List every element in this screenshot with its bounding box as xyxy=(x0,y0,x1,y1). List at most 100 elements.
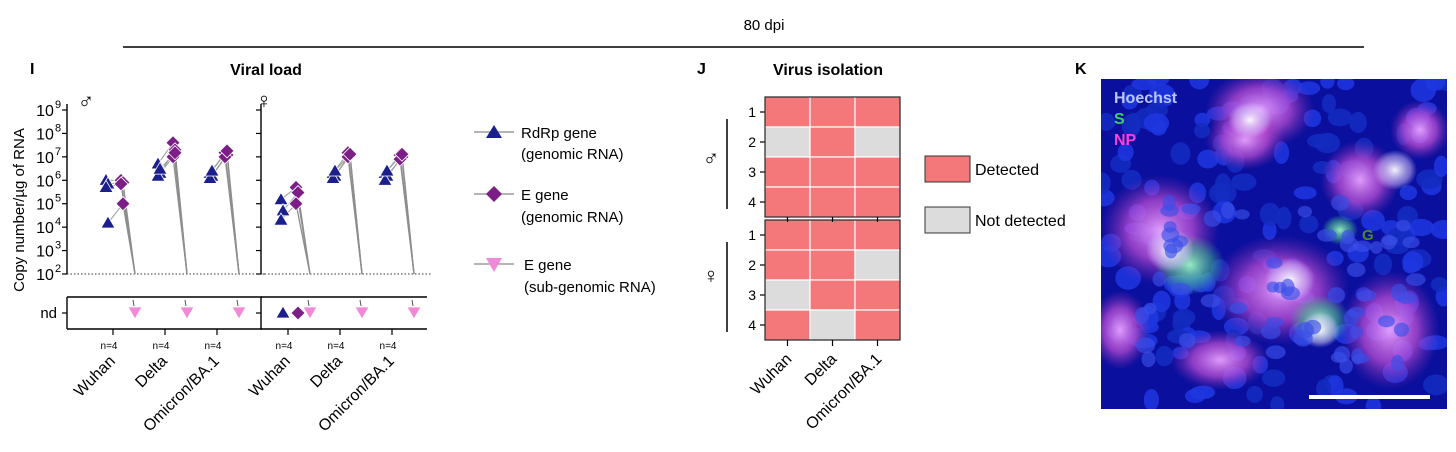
microscopy-signal xyxy=(1101,79,1447,409)
cell-detected xyxy=(764,96,811,128)
cell-not-detected xyxy=(764,279,811,311)
row-number: 1 xyxy=(748,227,756,243)
cell-detected xyxy=(854,156,901,188)
legend-egene: E gene (genomic RNA) xyxy=(474,186,624,226)
sgrna-point xyxy=(179,306,195,320)
break-tick xyxy=(184,299,187,307)
row-number: 1 xyxy=(748,104,756,120)
y-tick-exponent: 2 xyxy=(55,263,61,275)
nucleus xyxy=(1402,236,1420,249)
nucleus xyxy=(1304,319,1322,335)
rdrp-point xyxy=(273,212,289,226)
timepoint-label: 80 dpi xyxy=(744,17,785,34)
nucleus xyxy=(1349,111,1367,134)
nucleus xyxy=(1341,229,1355,245)
viral-load-title: Viral load xyxy=(230,62,302,79)
nucleus xyxy=(1391,354,1404,371)
sgrna-point xyxy=(231,306,247,320)
np-signal xyxy=(1101,290,1150,370)
nucleus xyxy=(1347,306,1366,318)
cell-detected xyxy=(809,96,856,128)
cell-detected xyxy=(809,219,856,251)
nucleus xyxy=(1261,369,1286,387)
nucleus xyxy=(1339,358,1353,374)
nucleus xyxy=(1307,133,1335,149)
channel-s-label: S xyxy=(1114,111,1125,128)
nucleus xyxy=(1135,337,1156,354)
nucleus xyxy=(1164,243,1178,259)
nucleus xyxy=(1321,94,1336,114)
nucleus xyxy=(1327,108,1353,127)
legend-rdrp-line1: RdRp gene xyxy=(521,125,597,142)
nucleus xyxy=(1365,397,1382,409)
nucleus xyxy=(1320,79,1335,89)
legend-egene-line1: E gene xyxy=(521,187,569,204)
nucleus xyxy=(1265,345,1286,360)
nucleus xyxy=(1184,388,1206,404)
sgrna-point xyxy=(406,306,422,320)
rdrp-point xyxy=(275,305,291,319)
row-number: 4 xyxy=(748,317,756,333)
nucleus xyxy=(1396,219,1411,232)
cell-detected xyxy=(764,186,811,218)
y-tick-exponent: 3 xyxy=(55,240,61,252)
nucleus xyxy=(1221,201,1235,219)
y-tick-label: 10 xyxy=(36,220,54,237)
legend-not-detected-swatch xyxy=(924,206,971,234)
cell-detected xyxy=(854,279,901,311)
y-tick-label: 10 xyxy=(36,126,54,143)
rdrp-point xyxy=(377,172,393,186)
nucleus xyxy=(1336,79,1355,91)
nucleus xyxy=(1433,155,1447,178)
n-label: n=4 xyxy=(205,341,222,352)
legend-detected-label: Detected xyxy=(975,162,1039,179)
nucleus xyxy=(1293,186,1317,200)
nucleus xyxy=(1370,241,1383,254)
rdrp-point xyxy=(202,170,218,184)
nucleus xyxy=(1399,185,1418,201)
category-label: Wuhan xyxy=(71,353,119,401)
nucleus xyxy=(1316,379,1332,399)
egene-point xyxy=(219,143,235,159)
legend-sgrna-line1: E gene xyxy=(524,257,572,274)
nucleus xyxy=(1349,325,1364,339)
cell-not-detected xyxy=(809,309,856,341)
nucleus xyxy=(1148,83,1176,108)
break-tick xyxy=(132,299,135,307)
legend-sgrna: E gene (sub-genomic RNA) xyxy=(474,257,656,296)
n-label: n=4 xyxy=(101,341,118,352)
y-tick-label: 10 xyxy=(36,173,54,190)
cell-not-detected xyxy=(854,126,901,158)
sex-symbol: ♂ xyxy=(78,88,95,113)
nucleus xyxy=(1270,396,1285,409)
category-label: Wuhan xyxy=(748,351,796,399)
nucleus xyxy=(1178,332,1196,349)
decay-line xyxy=(174,152,188,275)
nucleus xyxy=(1143,302,1157,315)
egene-point xyxy=(288,196,304,212)
nucleus xyxy=(1101,112,1116,131)
rdrp-point xyxy=(379,163,395,177)
rdrp-point xyxy=(150,168,166,182)
nucleus xyxy=(1121,93,1138,110)
nucleus xyxy=(1155,345,1174,367)
panel-letter-i: I xyxy=(30,61,34,78)
y-tick-label: 10 xyxy=(36,103,54,120)
nucleus xyxy=(1297,205,1312,218)
break-tick xyxy=(359,299,362,307)
decay-line xyxy=(122,203,136,275)
legend-rdrp: RdRp gene (genomic RNA) xyxy=(474,125,624,163)
cell-detected xyxy=(764,219,811,251)
nucleus xyxy=(1160,204,1179,217)
y-tick-label: 10 xyxy=(36,197,54,214)
nucleus xyxy=(1273,281,1287,294)
cell-detected xyxy=(809,249,856,281)
y-tick-label: 10 xyxy=(36,150,54,167)
y-tick-exponent: 7 xyxy=(55,146,61,158)
nucleus xyxy=(1265,317,1284,328)
nucleus xyxy=(1317,228,1337,242)
panel-letter-j: J xyxy=(697,61,706,78)
panel-letter-k: K xyxy=(1075,61,1087,78)
